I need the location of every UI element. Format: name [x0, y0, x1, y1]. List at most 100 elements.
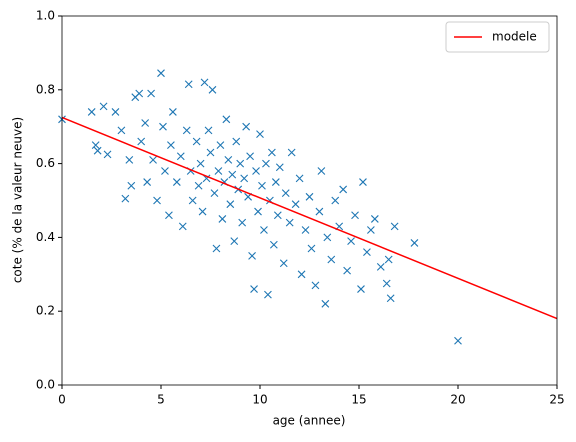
data-point: [370, 215, 379, 223]
data-point: [267, 148, 276, 157]
data-point: [216, 141, 225, 150]
data-point: [410, 239, 419, 247]
data-point: [331, 196, 340, 205]
data-point: [386, 294, 395, 303]
data-point: [149, 156, 157, 164]
y-tick-label: 0.6: [36, 156, 55, 170]
data-point: [212, 244, 221, 253]
data-point: [343, 266, 352, 275]
data-point: [273, 211, 282, 220]
data-point: [176, 152, 185, 161]
data-point: [285, 218, 294, 227]
data-point: [301, 226, 310, 234]
data-point: [357, 285, 365, 293]
x-axis-label: age (annee): [273, 414, 346, 428]
data-point: [143, 178, 152, 186]
data-point: [224, 156, 233, 164]
y-tick-label: 0.4: [36, 230, 55, 244]
model-line: [61, 116, 558, 320]
data-point: [188, 196, 197, 205]
data-point: [192, 137, 201, 146]
data-point: [226, 200, 235, 209]
data-point: [236, 159, 245, 168]
data-point: [327, 255, 336, 264]
data-point: [248, 251, 256, 260]
data-point: [99, 102, 108, 111]
data-point: [93, 146, 102, 155]
y-tick-label: 1.0: [36, 9, 55, 23]
x-tick-label: 5: [157, 393, 165, 407]
data-point: [250, 285, 258, 293]
data-point: [311, 281, 320, 290]
data-point: [182, 126, 191, 135]
data-point: [194, 181, 203, 190]
data-point: [271, 178, 280, 186]
data-point: [206, 148, 215, 157]
data-point: [91, 141, 100, 150]
data-point: [252, 167, 260, 175]
data-point: [279, 259, 288, 268]
data-point: [198, 207, 207, 216]
data-point: [390, 222, 399, 231]
data-point: [297, 270, 306, 279]
data-point: [366, 226, 375, 234]
data-point: [159, 122, 167, 131]
data-point: [117, 126, 126, 135]
data-point: [137, 137, 146, 146]
legend-box: [445, 21, 550, 53]
data-point: [127, 181, 136, 190]
data-point: [454, 336, 462, 345]
data-point: [161, 167, 169, 175]
data-point: [269, 240, 278, 249]
data-point: [103, 150, 112, 159]
data-point: [196, 159, 205, 168]
data-point: [321, 299, 330, 308]
data-point: [165, 211, 173, 220]
data-point: [317, 167, 326, 175]
data-point: [351, 211, 359, 220]
data-point: [125, 156, 134, 164]
data-point: [218, 215, 227, 223]
data-point: [359, 178, 367, 186]
x-tick-label: 0: [58, 393, 66, 407]
data-point: [178, 222, 187, 231]
data-point: [291, 200, 300, 209]
data-point: [230, 237, 239, 245]
data-point: [184, 80, 193, 89]
y-tick-label: 0.0: [36, 378, 55, 392]
data-point: [111, 108, 120, 116]
data-point: [147, 89, 155, 98]
data-point: [256, 130, 264, 138]
y-tick-label: 0.8: [36, 82, 55, 96]
y-tick-label: 0.2: [36, 304, 55, 318]
data-point: [121, 194, 130, 203]
data-point: [258, 181, 266, 190]
data-point: [210, 189, 219, 198]
data-point: [157, 69, 165, 78]
x-tick-label: 15: [351, 393, 366, 407]
data-point: [339, 185, 348, 194]
data-point: [315, 207, 324, 216]
data-point: [242, 122, 251, 131]
data-point: [246, 152, 254, 161]
data-point: [295, 174, 304, 183]
x-tick-label: 25: [549, 393, 564, 407]
data-point: [153, 196, 161, 205]
plot-frame: [61, 15, 558, 386]
data-point: [281, 189, 290, 198]
data-point: [275, 163, 284, 172]
data-point: [347, 237, 355, 245]
data-point: [264, 290, 272, 299]
data-point: [287, 148, 296, 157]
data-point: [200, 78, 209, 87]
data-point: [135, 89, 144, 98]
data-point: [228, 170, 237, 179]
data-point: [376, 263, 385, 271]
data-point: [382, 279, 391, 288]
data-point: [214, 167, 223, 175]
data-point: [168, 108, 177, 116]
data-point: [222, 115, 231, 124]
data-point: [238, 218, 247, 227]
data-point: [254, 207, 262, 216]
